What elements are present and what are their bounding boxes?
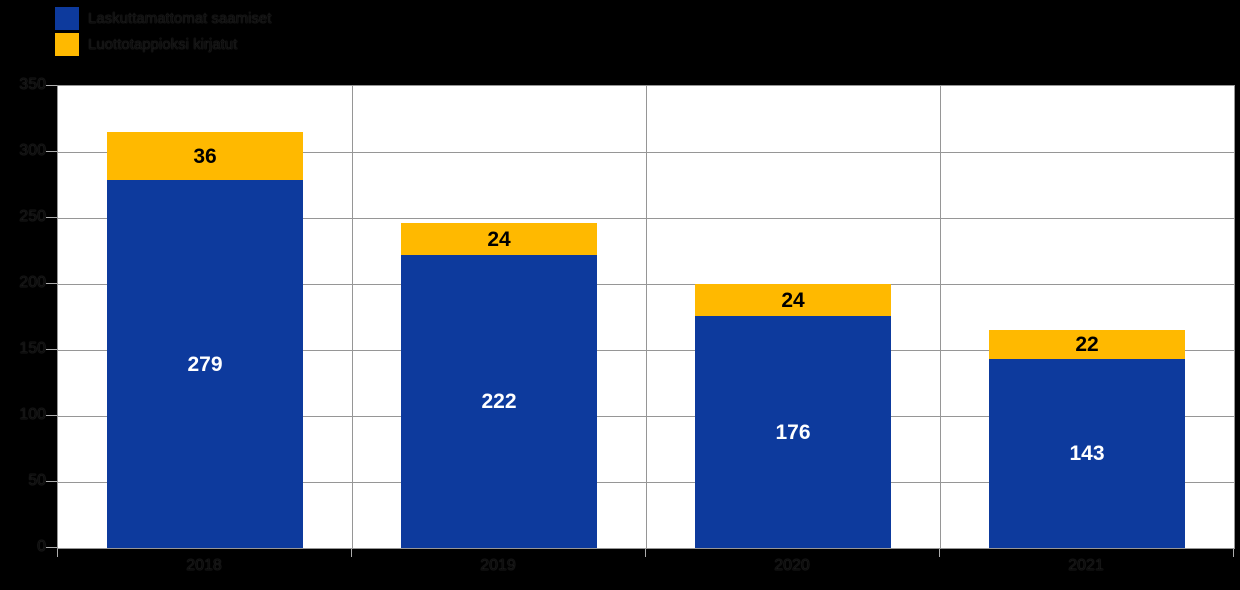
legend-item-blue: Laskuttamattomat saamiset (55, 5, 271, 31)
legend-swatch-blue (55, 6, 79, 30)
bar-segment-2021-series1: 143 (989, 359, 1185, 548)
x-axis-label-2021: 2021 (1068, 557, 1104, 574)
bar-segment-2018-series1: 279 (107, 180, 303, 548)
x-axis-tick (645, 549, 646, 557)
y-axis-tick (46, 415, 57, 416)
y-axis-label: 50 (28, 472, 46, 489)
legend-item-orange: Luottotappioksi kirjatut (55, 31, 271, 57)
chart-plot-area: 279 36 222 24 176 24 143 22 (57, 85, 1235, 549)
x-axis-tick (1233, 549, 1234, 557)
y-axis-tick (46, 481, 57, 482)
x-axis-tick (939, 549, 940, 557)
chart-legend: Laskuttamattomat saamiset Luottotappioks… (55, 5, 271, 57)
bar-group-2020: 176 24 (695, 284, 891, 548)
bar-group-2019: 222 24 (401, 223, 597, 548)
x-axis-label-2020: 2020 (774, 557, 810, 574)
legend-label-blue: Laskuttamattomat saamiset (88, 9, 272, 27)
y-axis-label: 100 (19, 406, 46, 423)
y-axis-tick (46, 217, 57, 218)
y-axis-label: 250 (19, 208, 46, 225)
y-axis-label: 150 (19, 340, 46, 357)
x-axis-label-2018: 2018 (186, 557, 222, 574)
y-axis-tick (46, 349, 57, 350)
bar-segment-2020-series2: 24 (695, 284, 891, 316)
y-axis-tick (46, 85, 57, 86)
bar-segment-2019-series1: 222 (401, 255, 597, 548)
legend-swatch-orange (55, 32, 79, 56)
bar-group-2021: 143 22 (989, 330, 1185, 548)
y-axis-tick (46, 151, 57, 152)
gridline-vertical (352, 86, 353, 548)
bar-segment-2019-series2: 24 (401, 223, 597, 255)
y-axis-label: 350 (19, 76, 46, 93)
y-axis-label: 200 (19, 274, 46, 291)
y-axis-label: 0 (37, 538, 46, 555)
x-axis-tick (351, 549, 352, 557)
legend-label-orange: Luottotappioksi kirjatut (88, 35, 238, 53)
bar-group-2018: 279 36 (107, 132, 303, 548)
bar-segment-2020-series1: 176 (695, 316, 891, 548)
bar-segment-2021-series2: 22 (989, 330, 1185, 359)
y-axis-tick (46, 283, 57, 284)
x-axis-label-2019: 2019 (480, 557, 516, 574)
y-axis-tick (46, 547, 57, 548)
bar-segment-2018-series2: 36 (107, 132, 303, 180)
x-axis-tick (57, 549, 58, 557)
y-axis-label: 300 (19, 142, 46, 159)
gridline-vertical (940, 86, 941, 548)
gridline-vertical (646, 86, 647, 548)
